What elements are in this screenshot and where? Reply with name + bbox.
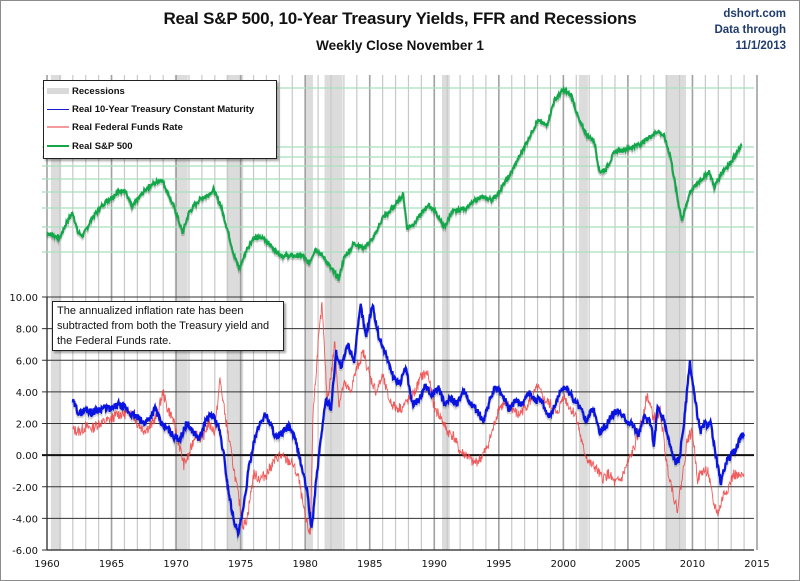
legend-swatch-ffr xyxy=(47,126,69,128)
inflation-note: The annualized inflation rate has been s… xyxy=(52,301,284,351)
y-tick-label: 0.00 xyxy=(16,451,38,462)
x-tick-label: 2005 xyxy=(615,559,640,570)
recession-band xyxy=(305,75,313,550)
legend-swatch-treasury xyxy=(47,108,69,110)
chart-subtitle: Weekly Close November 1 xyxy=(316,38,484,53)
legend-swatch-recessions xyxy=(47,88,69,94)
legend-label: Real S&P 500 xyxy=(72,140,133,152)
recession-band xyxy=(665,75,686,550)
legend-item-sp500: Real S&P 500 xyxy=(47,138,133,154)
recession-band xyxy=(578,75,588,550)
x-tick-label: 1975 xyxy=(228,559,253,570)
legend-swatch-sp500 xyxy=(47,145,69,147)
legend-item-ffr: Real Federal Funds Rate xyxy=(47,119,183,135)
source-block: dshort.com Data through 11/1/2013 xyxy=(714,6,786,54)
x-tick-label: 1985 xyxy=(357,559,382,570)
legend-label: Recessions xyxy=(72,85,125,97)
legend-label: Real Federal Funds Rate xyxy=(72,121,183,133)
source-data-through-label: Data through xyxy=(714,24,786,36)
sp500-line xyxy=(46,85,743,282)
legend: Recessions Real 10-Year Treasury Constan… xyxy=(43,80,277,159)
treasury-line xyxy=(71,302,746,539)
chart-title: Real S&P 500, 10-Year Treasury Yields, F… xyxy=(163,9,637,28)
y-tick-label: 4.00 xyxy=(16,388,38,399)
y-tick-label: 2.00 xyxy=(16,420,38,431)
source-date: 11/1/2013 xyxy=(735,40,786,52)
source-site: dshort.com xyxy=(723,8,786,20)
y-tick-label: 8.00 xyxy=(16,325,38,336)
series-lines xyxy=(46,85,746,543)
x-tick-label: 1965 xyxy=(99,559,124,570)
x-tick-label: 1980 xyxy=(292,559,317,570)
x-tick-label: 2000 xyxy=(551,559,576,570)
x-tick-label: 1990 xyxy=(422,559,447,570)
y-tick-label: -6.00 xyxy=(12,546,38,557)
x-tick-label: 2015 xyxy=(744,559,769,570)
x-tick-label: 2010 xyxy=(680,559,705,570)
x-tick-label: 1995 xyxy=(486,559,511,570)
recession-band xyxy=(442,75,450,550)
y-tick-label: 6.00 xyxy=(16,356,38,367)
ffr-line xyxy=(72,302,745,535)
legend-item-treasury: Real 10-Year Treasury Constant Maturity xyxy=(47,101,254,117)
x-tick-label: 1970 xyxy=(163,559,188,570)
recession-band xyxy=(324,75,343,550)
axes: 10.00 8.00 6.00 4.00 2.00 0.00 -2.00 -4.00 -6.00… xyxy=(9,293,769,570)
y-tick-label: 10.00 xyxy=(9,293,38,304)
legend-label: Real 10-Year Treasury Constant Maturity xyxy=(72,103,255,115)
x-tick-label: 1960 xyxy=(34,559,59,570)
y-tick-label: -2.00 xyxy=(12,483,38,494)
legend-item-recessions: Recessions xyxy=(47,83,125,99)
y-tick-label: -4.00 xyxy=(12,514,38,525)
